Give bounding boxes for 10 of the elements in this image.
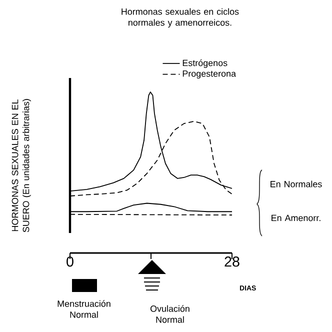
text: Menstruación Normal: [58, 300, 110, 318]
chart-title: Hormonas sexuales en ciclos normales y amenorreicos.: [122, 8, 239, 28]
x-tick-label: 0: [66, 256, 74, 267]
x-tick-label: 28: [224, 256, 240, 267]
text: En Amenorr.: [272, 214, 320, 222]
text: En Normales: [270, 180, 322, 188]
legend-label: Estrógenos: [182, 59, 228, 68]
y-axis-title: HORMONAS SEXUALES EN EL SUERO (En unidades arbitrarias): [12, 99, 31, 232]
legend-label: Progesterona: [182, 70, 236, 79]
text: Ovulación Normal: [150, 305, 190, 323]
